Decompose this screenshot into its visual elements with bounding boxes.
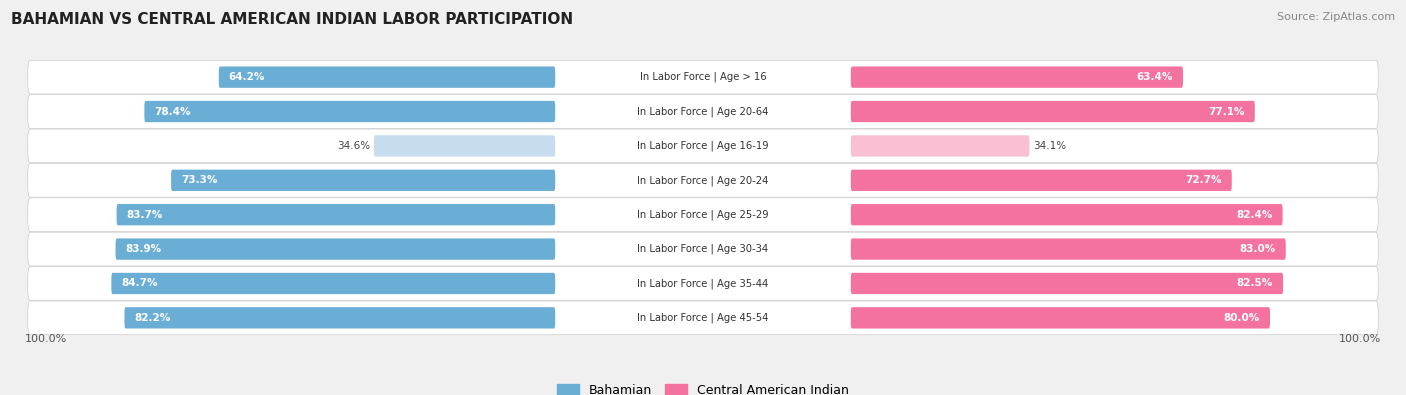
FancyBboxPatch shape xyxy=(117,204,555,226)
Text: 82.4%: 82.4% xyxy=(1236,210,1272,220)
Text: 77.1%: 77.1% xyxy=(1208,107,1244,117)
FancyBboxPatch shape xyxy=(125,307,555,329)
FancyBboxPatch shape xyxy=(851,204,1282,226)
FancyBboxPatch shape xyxy=(28,232,1378,266)
FancyBboxPatch shape xyxy=(851,239,1285,260)
Text: In Labor Force | Age > 16: In Labor Force | Age > 16 xyxy=(640,72,766,83)
Text: In Labor Force | Age 20-24: In Labor Force | Age 20-24 xyxy=(637,175,769,186)
Text: 63.4%: 63.4% xyxy=(1136,72,1173,82)
Text: Source: ZipAtlas.com: Source: ZipAtlas.com xyxy=(1277,12,1395,22)
Text: In Labor Force | Age 35-44: In Labor Force | Age 35-44 xyxy=(637,278,769,289)
Text: In Labor Force | Age 20-64: In Labor Force | Age 20-64 xyxy=(637,106,769,117)
Text: 78.4%: 78.4% xyxy=(155,107,191,117)
Text: 83.7%: 83.7% xyxy=(127,210,163,220)
FancyBboxPatch shape xyxy=(28,267,1378,300)
FancyBboxPatch shape xyxy=(851,169,1232,191)
Text: In Labor Force | Age 16-19: In Labor Force | Age 16-19 xyxy=(637,141,769,151)
Text: In Labor Force | Age 25-29: In Labor Force | Age 25-29 xyxy=(637,209,769,220)
FancyBboxPatch shape xyxy=(28,198,1378,231)
FancyBboxPatch shape xyxy=(28,301,1378,335)
Text: 83.0%: 83.0% xyxy=(1240,244,1275,254)
Text: 84.7%: 84.7% xyxy=(121,278,157,288)
FancyBboxPatch shape xyxy=(111,273,555,294)
FancyBboxPatch shape xyxy=(28,164,1378,197)
Text: 100.0%: 100.0% xyxy=(1340,334,1382,344)
Text: In Labor Force | Age 45-54: In Labor Force | Age 45-54 xyxy=(637,312,769,323)
Text: In Labor Force | Age 30-34: In Labor Force | Age 30-34 xyxy=(637,244,769,254)
FancyBboxPatch shape xyxy=(28,129,1378,163)
FancyBboxPatch shape xyxy=(28,60,1378,94)
Text: 100.0%: 100.0% xyxy=(24,334,66,344)
FancyBboxPatch shape xyxy=(851,307,1270,329)
FancyBboxPatch shape xyxy=(172,169,555,191)
FancyBboxPatch shape xyxy=(374,135,555,156)
Text: 83.9%: 83.9% xyxy=(125,244,162,254)
Text: 64.2%: 64.2% xyxy=(229,72,266,82)
FancyBboxPatch shape xyxy=(851,273,1284,294)
Text: 80.0%: 80.0% xyxy=(1223,313,1260,323)
FancyBboxPatch shape xyxy=(851,66,1182,88)
FancyBboxPatch shape xyxy=(145,101,555,122)
Text: 73.3%: 73.3% xyxy=(181,175,218,185)
Text: 82.2%: 82.2% xyxy=(135,313,170,323)
FancyBboxPatch shape xyxy=(851,101,1254,122)
FancyBboxPatch shape xyxy=(115,239,555,260)
FancyBboxPatch shape xyxy=(28,95,1378,128)
Legend: Bahamian, Central American Indian: Bahamian, Central American Indian xyxy=(551,379,855,395)
Text: 72.7%: 72.7% xyxy=(1185,175,1222,185)
Text: BAHAMIAN VS CENTRAL AMERICAN INDIAN LABOR PARTICIPATION: BAHAMIAN VS CENTRAL AMERICAN INDIAN LABO… xyxy=(11,12,574,27)
FancyBboxPatch shape xyxy=(219,66,555,88)
FancyBboxPatch shape xyxy=(851,135,1029,156)
Text: 34.6%: 34.6% xyxy=(337,141,371,151)
Text: 82.5%: 82.5% xyxy=(1237,278,1272,288)
Text: 34.1%: 34.1% xyxy=(1033,141,1066,151)
